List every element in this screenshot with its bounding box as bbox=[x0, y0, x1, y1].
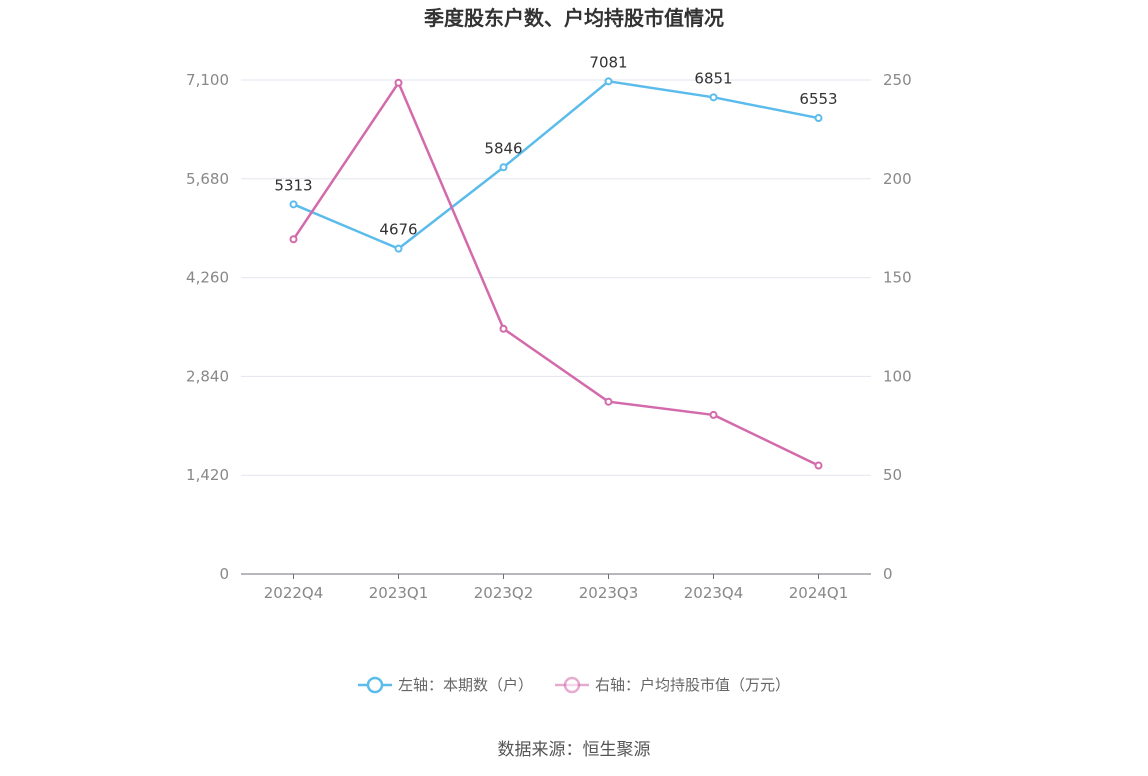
y-right-tick-label: 150 bbox=[883, 269, 912, 287]
x-tick-label: 2023Q4 bbox=[684, 584, 744, 602]
data-point[interactable] bbox=[499, 324, 508, 333]
y-left-tick-label: 0 bbox=[219, 565, 229, 583]
data-point[interactable] bbox=[814, 114, 823, 123]
x-tick-label: 2023Q1 bbox=[369, 584, 429, 602]
x-tick-label: 2023Q3 bbox=[579, 584, 639, 602]
series bbox=[289, 77, 823, 470]
data-point[interactable] bbox=[604, 77, 613, 86]
y-left-tick-label: 4,260 bbox=[186, 269, 229, 287]
data-label: 6851 bbox=[694, 69, 732, 87]
data-point[interactable] bbox=[289, 200, 298, 209]
chart-title: 季度股东户数、户均持股市值情况 bbox=[423, 6, 724, 30]
data-label: 5846 bbox=[484, 139, 522, 157]
data-point[interactable] bbox=[709, 93, 718, 102]
legend-marker-icon bbox=[563, 676, 581, 694]
y-right-tick-label: 250 bbox=[883, 71, 912, 89]
data-point[interactable] bbox=[709, 410, 718, 419]
data-point[interactable] bbox=[394, 244, 403, 253]
data-point[interactable] bbox=[604, 397, 613, 406]
y-left-tick-label: 1,420 bbox=[186, 466, 229, 484]
y-right-tick-label: 50 bbox=[883, 466, 902, 484]
x-tick-label: 2024Q1 bbox=[789, 584, 849, 602]
data-label: 6553 bbox=[799, 90, 837, 108]
y-right-tick-label: 0 bbox=[883, 565, 893, 583]
data-point[interactable] bbox=[394, 78, 403, 87]
data-label: 7081 bbox=[589, 53, 627, 71]
source-note: 数据来源：恒生聚源 bbox=[498, 740, 651, 760]
legend-label: 右轴：户均持股市值（万元） bbox=[595, 676, 790, 694]
x-tick-label: 2022Q4 bbox=[264, 584, 324, 602]
series-line-1 bbox=[292, 81, 820, 467]
data-label: 4676 bbox=[379, 221, 417, 239]
y-left-tick-label: 5,680 bbox=[186, 170, 229, 188]
series-line-0 bbox=[293, 80, 819, 250]
axes: 0 0 1,420 50 2,840 100 4,260 150 5,680 200 7,100 25… bbox=[186, 71, 912, 602]
data-labels: 5313 4676 5846 7081 6851 6553 bbox=[274, 53, 837, 238]
grid-lines bbox=[241, 79, 871, 476]
y-right-tick-label: 200 bbox=[883, 170, 912, 188]
y-right-tick-label: 100 bbox=[883, 367, 912, 385]
data-point[interactable] bbox=[289, 235, 298, 244]
legend-item-1[interactable]: 右轴：户均持股市值（万元） bbox=[555, 676, 790, 694]
y-left-tick-label: 7,100 bbox=[186, 71, 229, 89]
legend-label: 左轴：本期数（户） bbox=[398, 676, 533, 694]
data-point[interactable] bbox=[499, 163, 508, 172]
legend-item-0[interactable]: 左轴：本期数（户） bbox=[357, 676, 533, 694]
legend-marker-icon bbox=[366, 676, 384, 694]
data-point[interactable] bbox=[814, 461, 823, 470]
legend[interactable]: 左轴：本期数（户） 右轴：户均持股市值（万元） bbox=[357, 676, 790, 694]
data-label: 5313 bbox=[274, 176, 312, 194]
x-tick-label: 2023Q2 bbox=[474, 584, 534, 602]
y-left-tick-label: 2,840 bbox=[186, 367, 229, 385]
